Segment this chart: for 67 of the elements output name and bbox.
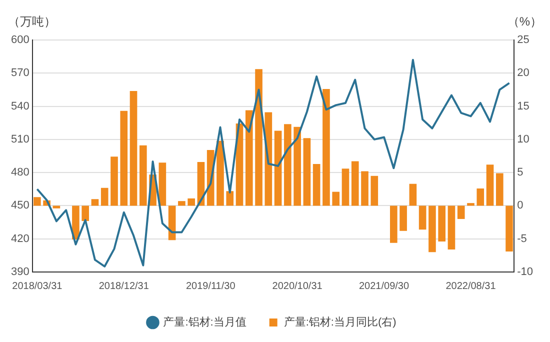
y2-axis-title: （%） — [507, 14, 542, 28]
bar — [188, 198, 195, 206]
y-tick-label: 540 — [10, 100, 30, 112]
bar — [82, 206, 90, 221]
y2-tick-label: 20 — [517, 67, 530, 80]
x-tick-label: 2019/11/30 — [186, 280, 236, 292]
x-tick-label: 2021/09/30 — [359, 280, 410, 292]
bar — [486, 164, 494, 206]
bar — [496, 173, 504, 206]
bar — [91, 199, 99, 206]
y2-tick-label: 0 — [517, 200, 524, 212]
x-tick-label: 2022/08/31 — [446, 280, 496, 292]
bar — [409, 184, 417, 206]
x-tick-label: 2018/12/31 — [98, 280, 150, 292]
bar — [120, 110, 128, 206]
y-tick-label: 480 — [10, 166, 30, 179]
bar — [245, 110, 253, 206]
bar — [294, 126, 301, 206]
bar — [52, 206, 60, 208]
bar — [139, 145, 147, 206]
bar — [158, 162, 166, 206]
bar — [178, 201, 186, 206]
bar — [312, 164, 320, 206]
bar — [216, 140, 224, 206]
y-tick-label: 570 — [10, 67, 30, 80]
legend-label: 产量:铝材:当月值 — [163, 316, 246, 329]
bar — [274, 130, 282, 206]
bar — [351, 161, 359, 206]
bar — [428, 206, 436, 252]
y-axis-title: （万吨） — [8, 14, 56, 28]
bar — [438, 206, 446, 242]
bar — [284, 124, 292, 206]
bar — [34, 197, 41, 206]
x-tick-label: 2020/10/31 — [272, 280, 323, 292]
y2-tick-label: 15 — [517, 100, 530, 112]
y-tick-label: 420 — [10, 232, 30, 245]
x-tick-label: 2018/03/31 — [12, 280, 63, 292]
bar — [255, 69, 262, 206]
bar — [457, 206, 465, 219]
bar — [303, 138, 311, 206]
bar — [390, 206, 398, 243]
y2-tick-label: 5 — [517, 166, 524, 179]
y-tick-label: 600 — [10, 34, 30, 46]
bar — [361, 171, 368, 206]
bar — [418, 206, 426, 230]
y-tick-label: 510 — [10, 133, 30, 146]
bar — [264, 112, 272, 206]
y2-tick-label: 25 — [517, 34, 530, 46]
y2-tick-label: -5 — [517, 232, 527, 245]
bar — [400, 206, 407, 231]
bar — [476, 188, 484, 206]
y2-tick-label: -10 — [517, 266, 534, 278]
bar — [100, 188, 108, 206]
y-tick-label: 390 — [10, 266, 30, 278]
bar — [342, 168, 350, 206]
legend-label: 产量:铝材:当月同比(右) — [284, 316, 396, 329]
bar — [110, 156, 118, 206]
y-tick-label: 450 — [10, 200, 30, 212]
bar — [448, 206, 456, 250]
bar — [370, 176, 378, 206]
bar — [130, 91, 138, 206]
y2-tick-label: 10 — [517, 133, 530, 146]
bar — [322, 89, 330, 206]
bar — [332, 192, 340, 206]
bar — [226, 191, 234, 206]
bar — [506, 206, 513, 252]
bar — [467, 203, 474, 206]
